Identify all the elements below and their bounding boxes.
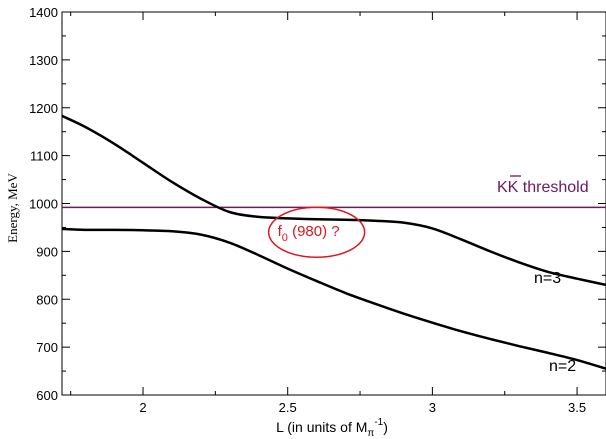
x-tick-label: 3 [429, 400, 436, 415]
x-tick-label: 3.5 [568, 400, 586, 415]
plot-frame [61, 11, 606, 396]
x-axis-ticks: 2 2.5 3 3.5 [70, 12, 586, 415]
n2-label: n=2 [549, 358, 576, 375]
y-tick-label: 1000 [29, 197, 58, 212]
y-tick-label: 900 [36, 244, 58, 259]
series-line-n2 [61, 227, 606, 370]
n3-label: n=3 [534, 270, 561, 287]
y-axis-title: Energy, MeV [5, 173, 20, 243]
y-tick-label: 700 [36, 340, 58, 355]
y-tick-label: 800 [36, 292, 58, 307]
y-axis-ticks: 600 700 800 900 1000 1100 1200 1300 1400 [29, 5, 606, 403]
x-tick-label: 2.5 [279, 400, 297, 415]
threshold-label: KK threshold [497, 179, 589, 196]
y-tick-label: 1300 [29, 53, 58, 68]
y-tick-label: 1400 [29, 5, 58, 20]
series-line-n3 [61, 114, 606, 287]
y-tick-label: 1100 [30, 149, 58, 164]
x-axis-title: L (in units of Mπ-1) [276, 417, 388, 439]
f0-annotation-ellipse [267, 206, 366, 258]
f0-annotation-label: f0 (980) ? [278, 223, 340, 244]
y-tick-label: 1200 [29, 101, 58, 116]
curves [61, 114, 606, 370]
y-tick-label: 600 [36, 388, 58, 403]
x-tick-label: 2 [139, 400, 146, 415]
